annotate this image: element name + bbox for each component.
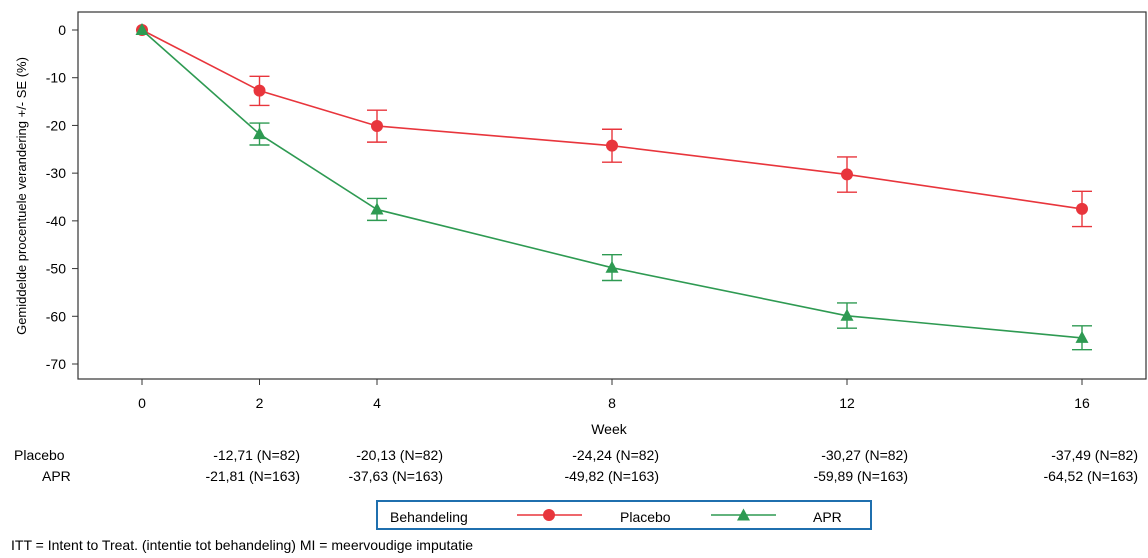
table-cell-placebo: -37,49 (N=82) (1051, 447, 1138, 463)
footnote: ITT = Intent to Treat. (intentie tot beh… (11, 537, 473, 553)
x-tick-label: 12 (839, 395, 855, 411)
series-apr (135, 23, 1092, 351)
x-tick-label: 8 (608, 395, 616, 411)
legend-apr-marker (737, 508, 750, 521)
y-axis-label: Gemiddelde procentuele verandering +/- S… (14, 57, 29, 335)
series-line-apr (141, 29, 1083, 339)
data-point-placebo (606, 139, 618, 152)
data-point-apr (370, 202, 384, 215)
data-point-placebo (253, 84, 266, 97)
series-placebo (136, 24, 1092, 228)
legend-apr-label: APR (813, 509, 842, 525)
data-table: -12,71 (N=82) -20,13 (N=82) -24,24 (N=82) -… (205, 447, 1138, 484)
x-axis-label: Week (591, 421, 628, 437)
data-point-placebo (841, 168, 853, 181)
data-point-apr (253, 127, 266, 140)
data-point-apr (1075, 330, 1089, 343)
legend-placebo-marker (543, 509, 555, 521)
legend: Behandeling Placebo APR (376, 500, 872, 530)
x-tick-label: 4 (373, 395, 381, 411)
data-point-apr (605, 260, 619, 273)
table-cell-placebo: -24,24 (N=82) (572, 447, 659, 463)
legend-placebo-label: Placebo (620, 509, 671, 525)
series-line-placebo (141, 29, 1083, 210)
y-tick-label: -70 (46, 356, 66, 372)
x-tick-label: 0 (138, 395, 146, 411)
legend-box (376, 500, 872, 530)
y-tick-label: -40 (46, 213, 66, 229)
table-cell-apr: -21,81 (N=163) (205, 468, 300, 484)
x-tick-label: 16 (1074, 395, 1090, 411)
table-cell-apr: -64,52 (N=163) (1043, 468, 1138, 484)
table-row-label-apr: APR (42, 468, 71, 484)
y-axis-ticks: 0 -10 -20 -30 -40 -50 -60 -70 (46, 22, 78, 372)
y-tick-label: 0 (58, 22, 66, 38)
table-cell-placebo: -20,13 (N=82) (356, 447, 443, 463)
table-cell-apr: -37,63 (N=163) (348, 468, 443, 484)
x-tick-label: 2 (256, 395, 264, 411)
data-point-apr (840, 308, 854, 321)
table-cell-apr: -49,82 (N=163) (564, 468, 659, 484)
y-tick-label: -30 (46, 165, 66, 181)
legend-title: Behandeling (390, 509, 468, 525)
table-cell-apr: -59,89 (N=163) (813, 468, 908, 484)
x-axis-ticks: 0 2 4 8 12 16 (138, 379, 1090, 411)
data-point-placebo (1076, 202, 1088, 215)
data-point-placebo (371, 120, 383, 133)
table-row-label-placebo: Placebo (14, 447, 65, 463)
y-tick-label: -50 (46, 261, 66, 277)
y-tick-label: -20 (46, 117, 66, 133)
data-point-apr (135, 23, 149, 35)
y-tick-label: -10 (46, 70, 66, 86)
series-layer (135, 23, 1092, 351)
table-cell-placebo: -12,71 (N=82) (213, 447, 300, 463)
y-tick-label: -60 (46, 308, 66, 324)
table-cell-placebo: -30,27 (N=82) (821, 447, 908, 463)
